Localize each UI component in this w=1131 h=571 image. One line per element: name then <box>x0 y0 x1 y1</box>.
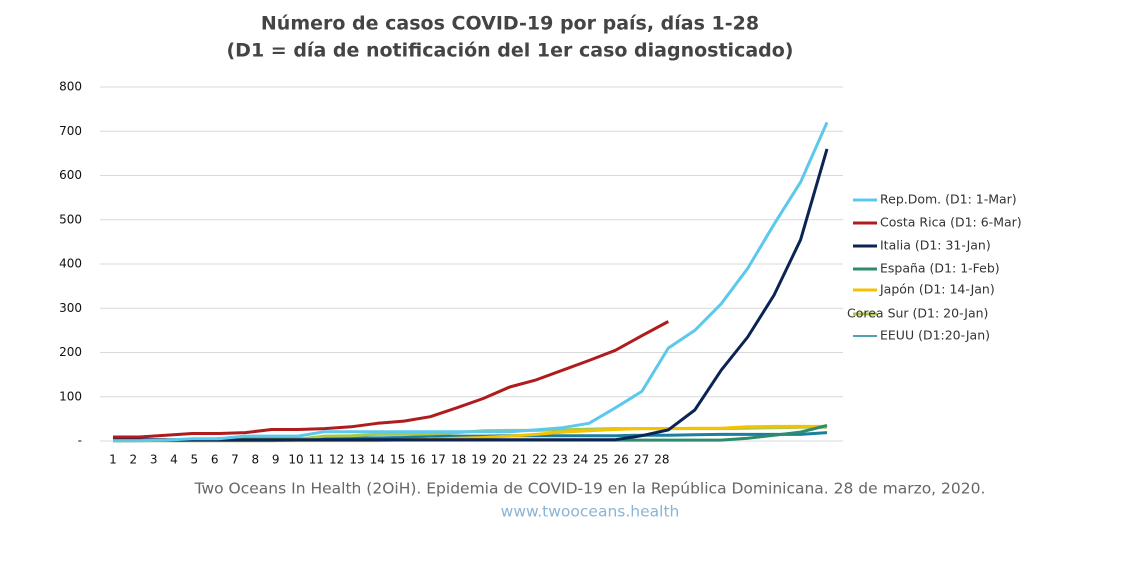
chart-subtitle: (D1 = día de notificación del 1er caso d… <box>227 40 794 62</box>
x-tick-label: 13 <box>349 453 364 467</box>
x-tick-label: 4 <box>170 453 178 467</box>
x-tick-label: 21 <box>512 453 527 467</box>
x-tick-label: 1 <box>109 453 117 467</box>
x-tick-label: 22 <box>532 453 547 467</box>
x-tick-label: 15 <box>390 453 405 467</box>
x-tick-label: 19 <box>471 453 486 467</box>
y-tick-label: 700 <box>59 124 82 138</box>
source-note: Two Oceans In Health (2OiH). Epidemia de… <box>194 480 986 498</box>
y-tick-label: - <box>78 434 82 448</box>
y-tick-label: 200 <box>59 345 82 359</box>
x-tick-label: 27 <box>634 453 649 467</box>
x-tick-label: 24 <box>573 453 588 467</box>
x-tick-label: 23 <box>553 453 568 467</box>
x-tick-label: 9 <box>272 453 280 467</box>
legend-label: EEUU (D1:20-Jan) <box>880 328 990 343</box>
x-tick-label: 5 <box>190 453 198 467</box>
x-tick-label: 12 <box>329 453 344 467</box>
x-tick-label: 16 <box>410 453 425 467</box>
x-tick-label: 6 <box>211 453 219 467</box>
x-tick-label: 17 <box>431 453 446 467</box>
legend-label: Rep.Dom. (D1: 1-Mar) <box>880 192 1017 207</box>
x-tick-label: 2 <box>130 453 138 467</box>
x-tick-label: 20 <box>492 453 507 467</box>
y-tick-label: 300 <box>59 301 82 315</box>
series-line <box>113 320 670 439</box>
y-tick-label: 600 <box>59 168 82 182</box>
x-tick-label: 26 <box>614 453 629 467</box>
x-tick-label: 10 <box>288 453 303 467</box>
x-tick-label: 28 <box>654 453 669 467</box>
legend-label: Japón (D1: 14-Jan) <box>879 282 995 297</box>
legend-label: Corea Sur (D1: 20-Jan) <box>847 306 988 321</box>
y-tick-label: 400 <box>59 257 82 271</box>
source-url: www.twooceans.health <box>501 503 680 521</box>
y-tick-label: 100 <box>59 389 82 403</box>
x-tick-label: 8 <box>251 453 259 467</box>
legend-label: Costa Rica (D1: 6-Mar) <box>880 215 1022 230</box>
legend-label: España (D1: 1-Feb) <box>880 261 1000 276</box>
x-tick-label: 11 <box>309 453 324 467</box>
chart-title: Número de casos COVID-19 por país, días … <box>261 13 759 35</box>
legend-label: Italia (D1: 31-Jan) <box>880 238 991 253</box>
series-line <box>113 148 829 442</box>
x-tick-label: 14 <box>370 453 385 467</box>
x-tick-label: 18 <box>451 453 466 467</box>
x-tick-label: 7 <box>231 453 239 467</box>
y-tick-label: 500 <box>59 212 82 226</box>
y-tick-label: 800 <box>59 80 82 94</box>
x-tick-label: 25 <box>593 453 608 467</box>
series-line <box>113 121 829 443</box>
x-tick-label: 3 <box>150 453 158 467</box>
